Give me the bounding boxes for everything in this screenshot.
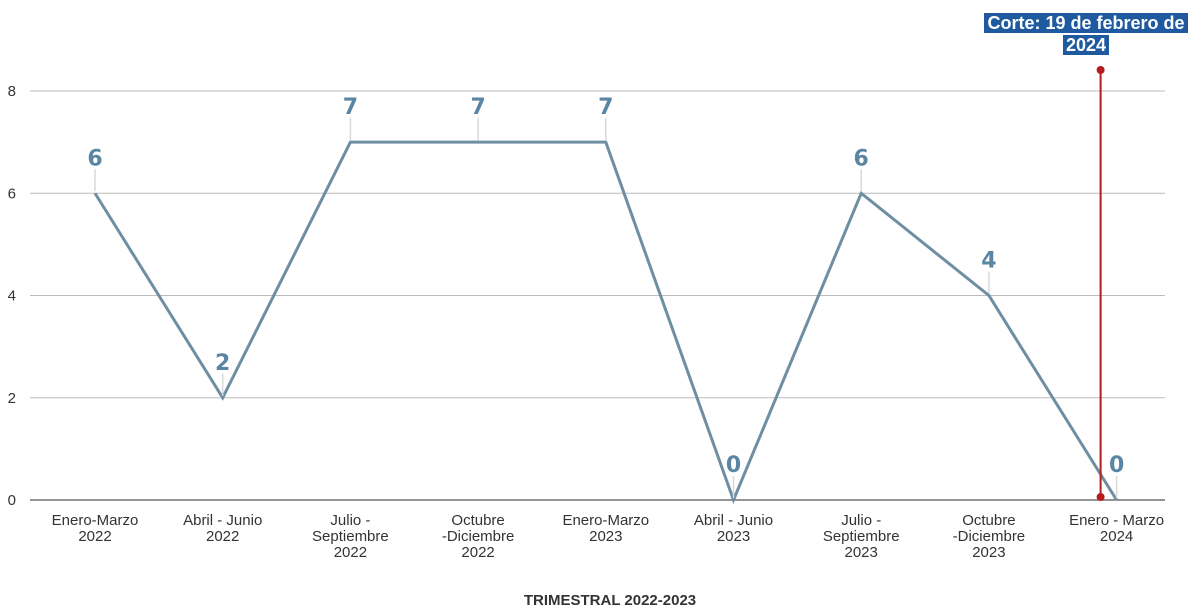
y-tick-label: 8 (8, 83, 16, 100)
x-tick-label: Julio -Septiembre 2022 (312, 512, 389, 561)
cutoff-annotation: Corte: 19 de febrero de 2024 (975, 12, 1197, 56)
data-label: 0 (726, 453, 741, 478)
x-axis-title: TRIMESTRAL 2022-2023 (524, 592, 696, 606)
cutoff-dot-top (1096, 66, 1105, 74)
x-tick-label: Octubre -Diciembre 2022 (442, 512, 515, 561)
data-label: 2 (215, 351, 230, 376)
data-label: 4 (981, 249, 996, 274)
series-layer (93, 140, 1118, 505)
data-labels: 6 2 7 7 7 0 6 4 0 (86, 94, 1126, 498)
x-tick-label: Abril - Junio 2023 (694, 512, 773, 545)
x-tick-label: Julio -Septiembre 2023 (823, 512, 900, 561)
x-axis-ticks: Enero-Marzo 2022 Abril - Junio 2022 Julio -S… (52, 512, 1164, 561)
y-tick-label: 0 (8, 492, 16, 509)
x-tick-label: Enero - Marzo 2024 (1069, 512, 1164, 545)
y-tick-label: 6 (8, 185, 16, 202)
x-tick-label: Enero-Marzo 2023 (562, 512, 649, 545)
y-axis-ticks: 0 2 4 6 8 (8, 83, 16, 509)
x-tick-label: Abril - Junio 2022 (183, 512, 262, 545)
y-tick-label: 2 (8, 390, 16, 407)
data-label: 0 (1109, 453, 1124, 478)
data-label: 7 (598, 95, 613, 120)
cutoff-dot-bottom (1096, 493, 1105, 501)
x-tick-label: Enero-Marzo 2022 (52, 512, 139, 545)
series-line (93, 140, 1118, 505)
data-label: 7 (343, 95, 358, 120)
data-label: 7 (470, 95, 485, 120)
gridlines (30, 90, 1165, 501)
data-label: 6 (854, 146, 869, 171)
cutoff-annotation-text: Corte: 19 de febrero de 2024 (984, 13, 1188, 55)
cutoff-marker (1096, 66, 1105, 501)
data-label: 6 (87, 146, 102, 171)
x-tick-label: Octubre -Diciembre 2023 (953, 512, 1026, 561)
y-tick-label: 4 (8, 288, 16, 305)
